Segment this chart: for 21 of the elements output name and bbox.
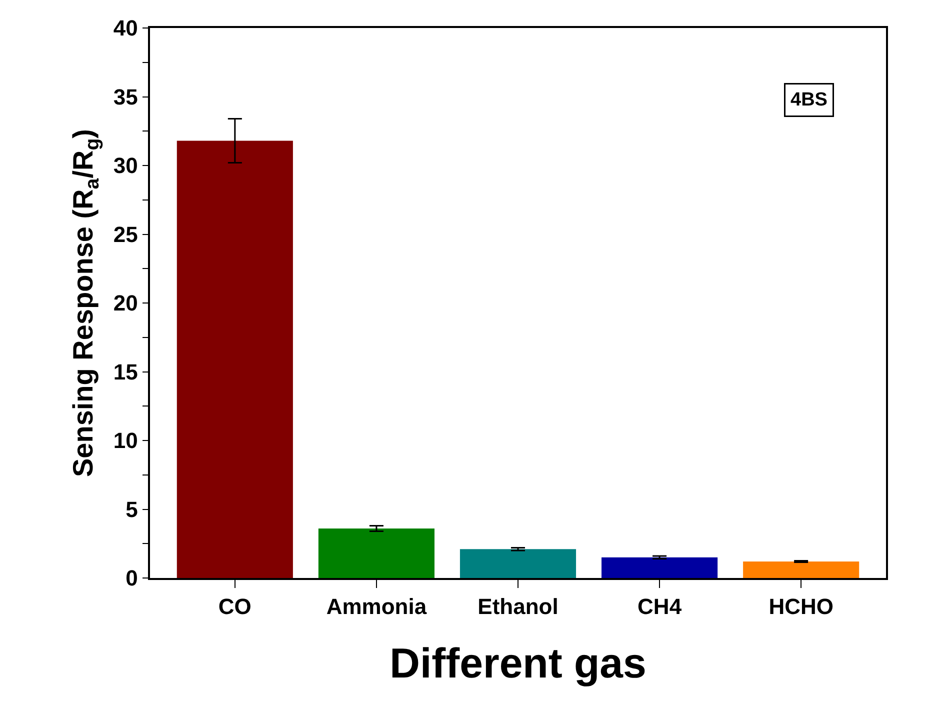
bar <box>318 528 434 578</box>
y-tick-label: 20 <box>113 290 138 316</box>
y-tick-label: 10 <box>113 428 138 454</box>
bar <box>602 557 718 578</box>
y-tick-label: 15 <box>113 359 138 384</box>
annotation: 4BS <box>790 90 828 110</box>
y-tick-label: 25 <box>113 222 138 247</box>
x-tick-label: HCHO <box>768 594 834 620</box>
y-tick-label: 40 <box>113 16 138 41</box>
y-tick-label: 5 <box>126 496 138 522</box>
x-tick-label: CH4 <box>638 594 682 620</box>
x-tick-label: CO <box>218 594 252 620</box>
bar <box>460 549 576 578</box>
y-tick-label: 0 <box>126 566 138 591</box>
y-tick-label: 30 <box>113 153 138 178</box>
x-tick-label: Ammonia <box>326 594 428 620</box>
bar <box>743 562 860 578</box>
x-axis-title: Different gas <box>390 640 646 687</box>
x-tick-label: Ethanol <box>478 594 558 620</box>
bar <box>176 140 293 578</box>
y-tick-label: 35 <box>113 84 138 110</box>
